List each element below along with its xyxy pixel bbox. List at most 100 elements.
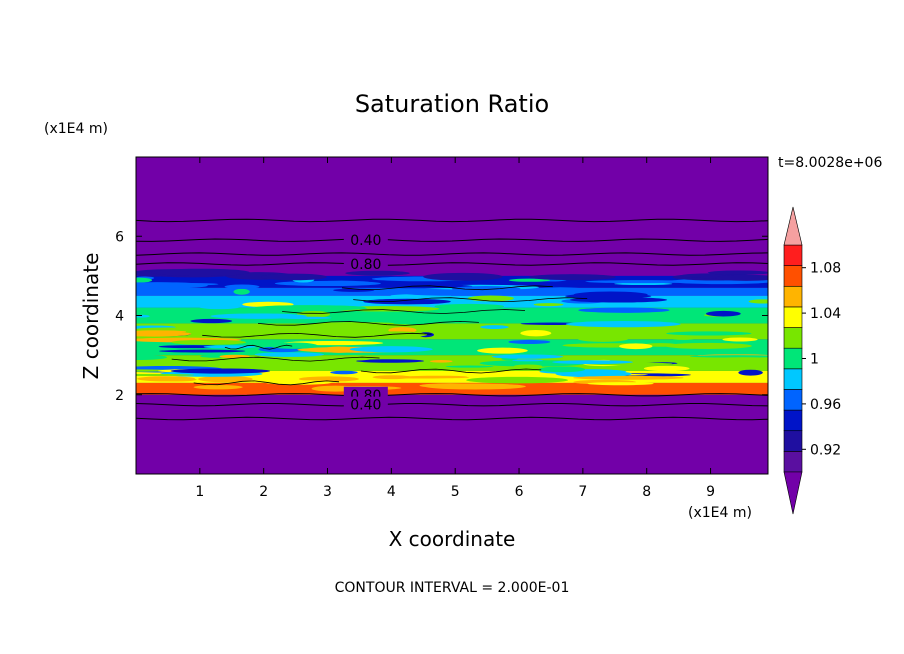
moisture-streak [569, 297, 668, 303]
moisture-streak [520, 330, 552, 337]
colorbar-swatch [783, 389, 803, 411]
moisture-streak [508, 278, 551, 282]
moisture-streak [330, 370, 358, 375]
moisture-streak [136, 373, 195, 377]
x-axis: 1 2 3 4 5 6 7 8 9 [195, 157, 715, 500]
x-tick-label: 8 [642, 484, 651, 500]
x-tick-label: 2 [259, 484, 268, 500]
moist-band [136, 275, 768, 288]
moist-band [136, 287, 768, 296]
moisture-streak [136, 331, 192, 337]
contour-line [353, 297, 588, 303]
moisture-streak [345, 270, 410, 276]
moisture-streak [689, 355, 768, 358]
moisture-streak [643, 365, 690, 372]
moisture-streak [459, 312, 500, 316]
contour-interval-note: CONTOUR INTERVAL = 2.000E-01 [335, 580, 570, 596]
moisture-streak [431, 335, 518, 338]
contour-label: 0.40 [350, 233, 381, 249]
moisture-streak [298, 376, 359, 382]
colorbar: 0.92 0.96 1 1.04 1.08 [783, 206, 841, 515]
moisture-streak [210, 313, 307, 319]
moisture-streak [578, 307, 670, 313]
contour-line [136, 403, 768, 407]
moisture-streak [577, 335, 629, 342]
colorbar-swatch [783, 347, 803, 370]
x-tick-label: 9 [706, 484, 715, 500]
plot-area [136, 157, 768, 474]
colorbar-over-arrow [783, 206, 803, 246]
moisture-streak [211, 375, 230, 382]
moisture-streak [203, 345, 257, 349]
contour-line [136, 262, 768, 266]
moisture-streak [264, 380, 332, 385]
moisture-streak [233, 288, 250, 295]
contour-line [282, 309, 526, 314]
moisture-streak [269, 342, 318, 349]
contour-lines: 0.400.800.800.40 [136, 218, 768, 421]
colorbar-label: 0.96 [810, 397, 841, 413]
moisture-streak [533, 303, 564, 307]
time-label: t=8.0028e+06 [778, 155, 882, 171]
moisture-streak [722, 337, 758, 342]
moisture-streak [445, 365, 494, 368]
x-tick-label: 5 [451, 484, 460, 500]
moisture-streak [170, 368, 271, 374]
moisture-streak [565, 321, 681, 328]
moisture-streak [193, 384, 243, 390]
moisture-streak [619, 343, 653, 350]
moisture-streak [669, 335, 697, 340]
colorbar-swatch [783, 430, 803, 452]
contour-line [136, 218, 768, 223]
moisture-streak [375, 376, 470, 379]
moisture-streak [136, 309, 165, 312]
contour-line [202, 332, 432, 338]
moisture-streak [254, 352, 325, 357]
moisture-streak [136, 277, 153, 283]
contour-label-bg [343, 255, 388, 270]
moisture-streak [480, 325, 509, 329]
moisture-streak [419, 383, 481, 388]
x-tick-label: 6 [515, 484, 524, 500]
moisture-streak [538, 366, 586, 373]
x-tick-label: 1 [195, 484, 204, 500]
moist-band [136, 355, 768, 371]
moisture-streak [434, 303, 505, 309]
moisture-streak [555, 370, 632, 378]
colorbar-swatch [783, 327, 803, 349]
contour-line [171, 356, 380, 362]
moisture-streak [614, 282, 673, 286]
contour-line [193, 380, 340, 386]
contour-line [136, 416, 768, 421]
y-tick-label: 2 [115, 388, 124, 404]
moisture-streak [274, 280, 381, 287]
moisture-streak [573, 375, 684, 380]
moisture-streak [466, 376, 568, 384]
x-tick-label: 7 [578, 484, 587, 500]
x-tick-label: 3 [323, 484, 332, 500]
moisture-streak [159, 349, 246, 353]
moisture-streak [260, 273, 327, 281]
moisture-streak [738, 369, 763, 376]
x-axis-title: X coordinate [389, 527, 516, 551]
moisture-streak [477, 347, 528, 354]
moisture-streak [429, 360, 453, 363]
contour-line [360, 368, 542, 374]
colorbar-under-arrow [783, 471, 803, 515]
colorbar-swatch [783, 244, 803, 266]
x-tick-label: 4 [387, 484, 396, 500]
moisture-streak [712, 357, 768, 361]
moisture-streak [136, 354, 167, 361]
contour-line [136, 252, 768, 256]
moisture-streak [666, 331, 752, 336]
moisture-streak [705, 310, 741, 317]
moisture-streak [512, 359, 543, 362]
colorbar-label: 1 [810, 352, 819, 368]
colorbar-swatch [783, 285, 803, 308]
moisture-streak [476, 332, 505, 336]
moist-band [136, 295, 768, 308]
moisture-streak [224, 284, 260, 289]
y-unit-label: (x1E4 m) [44, 121, 108, 137]
x-unit-label: (x1E4 m) [688, 505, 752, 521]
colorbar-swatch [783, 265, 803, 287]
